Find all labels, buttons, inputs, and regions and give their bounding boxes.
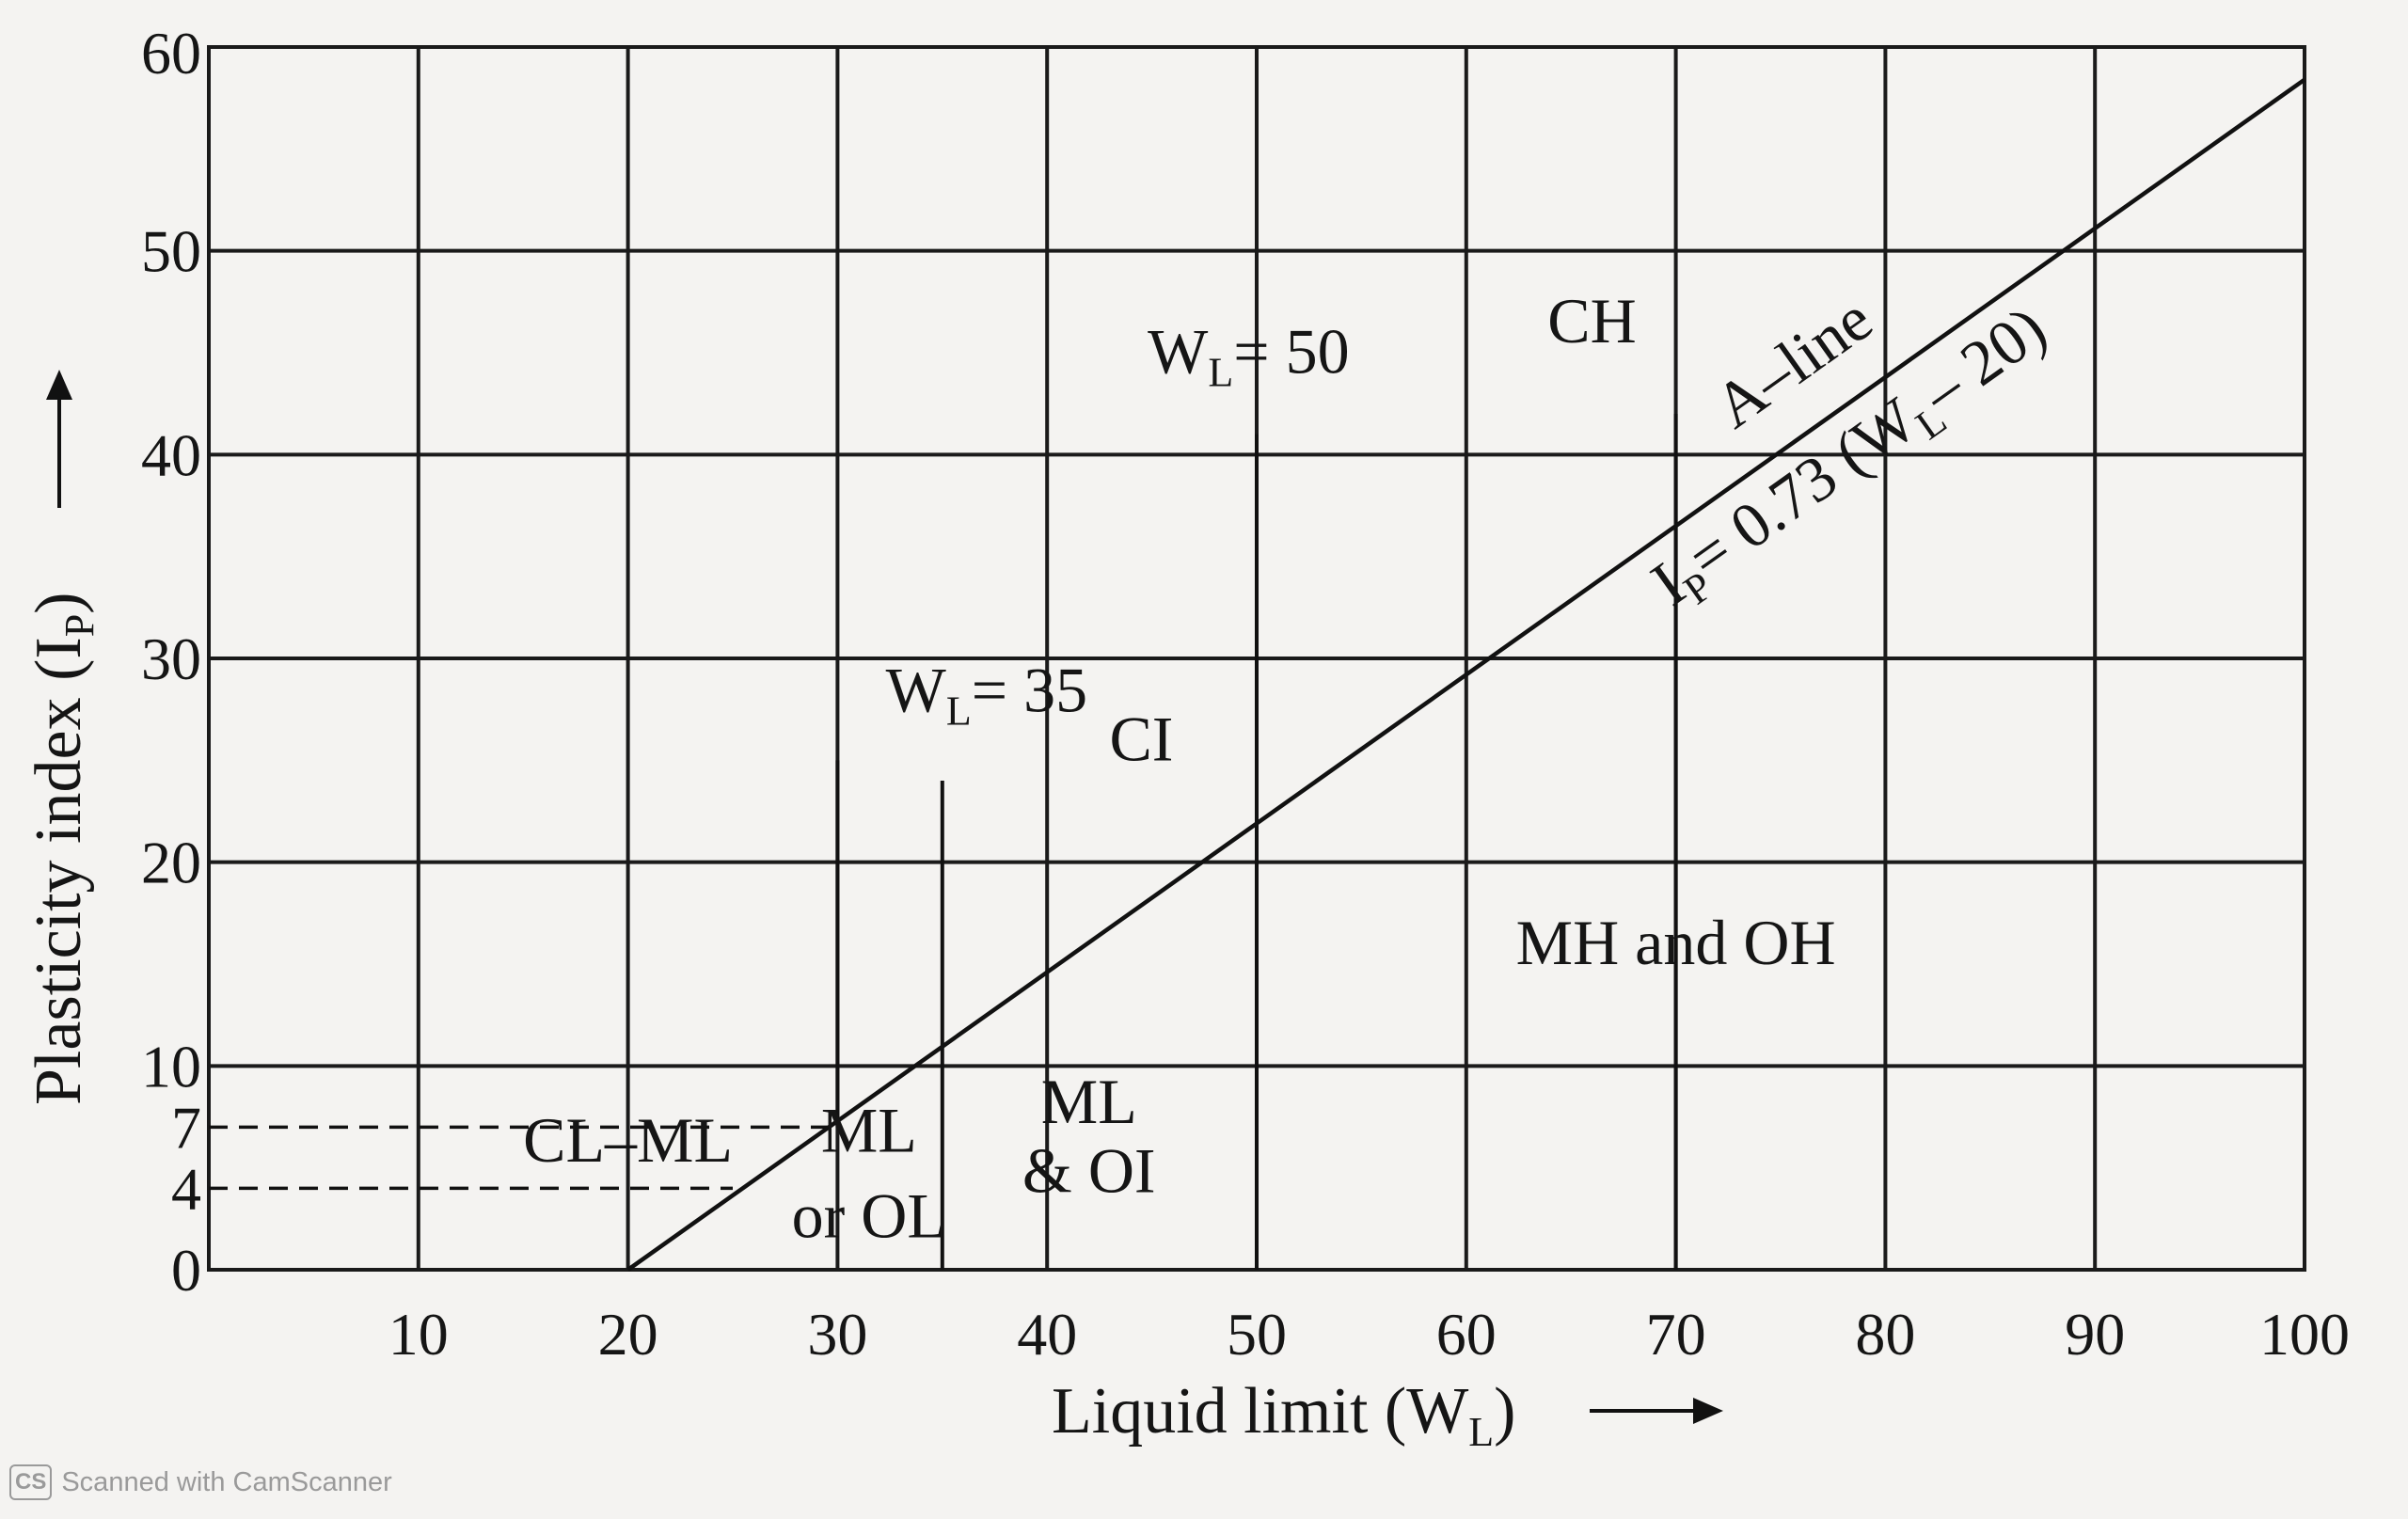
x-tick-30: 30 — [807, 1301, 867, 1368]
x-tick-20: 20 — [598, 1301, 658, 1368]
x-tick-50: 50 — [1227, 1301, 1287, 1368]
x-tick-10: 10 — [388, 1301, 449, 1368]
y-tick-30: 30 — [141, 625, 201, 692]
dashed-guides — [209, 1125, 838, 1191]
region-label-cl-ml-7: CL–ML — [523, 1104, 733, 1176]
x-tick-100: 100 — [2259, 1301, 2350, 1368]
svg-text:Plasticity index (IP): Plasticity index (IP) — [23, 593, 103, 1106]
y-tick-4: 4 — [171, 1155, 201, 1222]
camscanner-watermark: CS Scanned with CamScanner — [9, 1464, 392, 1500]
region-label-or-ol-6: or OL — [792, 1179, 946, 1251]
x-tick-labels: 10 20 30 40 50 60 70 80 90 100 — [388, 1301, 2350, 1368]
x-tick-70: 70 — [1646, 1301, 1706, 1368]
camscanner-logo: CS — [9, 1464, 53, 1500]
region-label-mh-and-oh-2: MH and OH — [1516, 907, 1836, 978]
boundary-lines — [835, 414, 1678, 1270]
y-tick-50: 50 — [141, 218, 201, 285]
y-tick-20: 20 — [141, 830, 201, 896]
x-tick-90: 90 — [2065, 1301, 2125, 1368]
boundary-label-50: WL= 50 — [1148, 316, 1349, 396]
y-axis-arrowhead — [46, 370, 72, 400]
region-label--oi-4: & OI — [1022, 1135, 1156, 1207]
region-label-ml-5: ML — [821, 1094, 917, 1165]
a-line — [626, 77, 2306, 1272]
y-tick-7: 7 — [171, 1094, 201, 1161]
y-tick-60: 60 — [141, 20, 201, 87]
x-tick-60: 60 — [1436, 1301, 1497, 1368]
x-tick-80: 80 — [1855, 1301, 1915, 1368]
region-label-ch-0: CH — [1547, 285, 1636, 356]
y-tick-10: 10 — [141, 1033, 201, 1100]
boundary-label-35: WL= 35 — [886, 654, 1087, 734]
region-label-ci-1: CI — [1109, 703, 1173, 774]
watermark-text: Scanned with CamScanner — [61, 1466, 392, 1497]
x-axis-arrowhead — [1693, 1398, 1723, 1424]
svg-text:Liquid limit (WL): Liquid limit (WL) — [1052, 1375, 1515, 1455]
y-axis-title: Plasticity index (IP) — [23, 370, 103, 1105]
y-tick-40: 40 — [141, 421, 201, 488]
x-axis-title: Liquid limit (WL) — [1052, 1375, 1723, 1455]
x-tick-40: 40 — [1017, 1301, 1077, 1368]
boundary-labels: WL= 35 WL= 50 — [886, 316, 1350, 735]
y-tick-0: 0 — [171, 1237, 201, 1304]
region-label-ml-3: ML — [1041, 1066, 1137, 1137]
